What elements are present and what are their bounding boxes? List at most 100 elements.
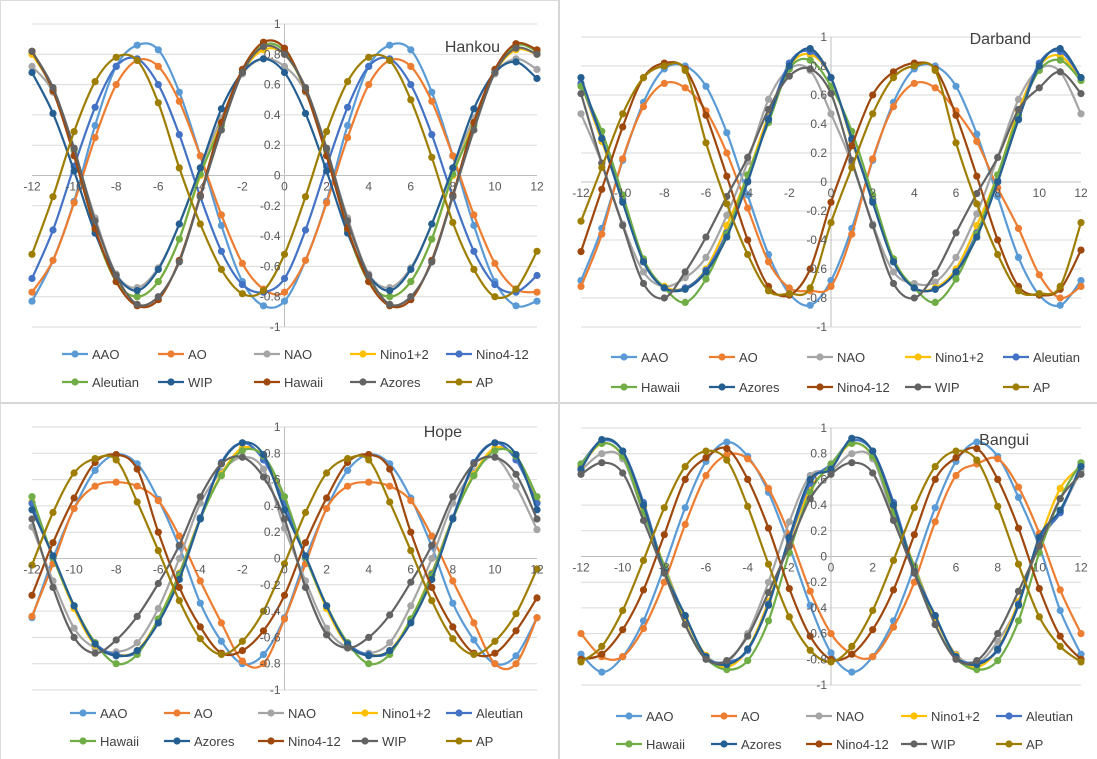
legend-label: Nino4-12 (837, 380, 890, 395)
data-point-ap (70, 469, 78, 477)
legend-label: WIP (931, 737, 956, 752)
data-point-nino4-12 (112, 62, 120, 70)
data-point-azores (491, 439, 499, 447)
data-point-nino4-12 (639, 586, 648, 594)
legend-marker (1005, 740, 1013, 748)
data-point-ap (744, 250, 752, 259)
data-point-ao (196, 152, 204, 160)
legend-entry-azores: Azores (350, 375, 421, 390)
data-point-ap (280, 560, 289, 568)
data-point-nao (952, 253, 960, 261)
data-point-wip (764, 105, 773, 114)
data-point-ao (785, 284, 793, 292)
data-point-azores (365, 652, 373, 660)
data-point-nino4-12 (238, 281, 246, 289)
x-tick-label: 4 (911, 186, 918, 200)
data-point-azores (889, 501, 898, 509)
data-point-wip (428, 541, 436, 549)
data-point-ap (598, 163, 606, 172)
data-point-nino4-12 (91, 103, 99, 111)
data-point-ao (428, 97, 436, 105)
data-point-nino4-12 (533, 271, 541, 280)
legend-label: Nino1+2 (935, 350, 984, 365)
data-point-aao (217, 221, 225, 230)
data-point-ap (323, 128, 331, 136)
legend-label: NAO (837, 350, 865, 365)
y-tick-label: -1 (270, 320, 281, 334)
data-point-ap (533, 565, 541, 573)
data-point-azores (952, 268, 960, 276)
legend-label: AO (739, 350, 758, 365)
data-point-aao (973, 438, 981, 446)
legend-label: Nino1+2 (931, 709, 980, 724)
data-point-wip (470, 460, 478, 468)
data-point-azores (301, 552, 310, 560)
chart-bangui: -12 -10 -8 -6 -4 -2 0 2 4 6 8 10 12-1-0.8-0.6-0.4-0.… (572, 421, 1088, 752)
data-point-ap (848, 163, 856, 172)
data-point-wip (28, 68, 36, 77)
y-tick-label: -0.6 (260, 259, 281, 273)
legend-marker (455, 709, 463, 717)
data-point-wip (952, 229, 960, 237)
data-point-ap (598, 642, 606, 650)
data-point-ao (723, 149, 731, 157)
data-point-azores (994, 178, 1002, 186)
data-point-nino4-12 (952, 111, 960, 119)
data-point-aao (91, 466, 99, 474)
data-point-wip (764, 588, 773, 597)
x-tick-label: 8 (994, 186, 1001, 200)
x-tick-label: -6 (153, 563, 164, 577)
legend-marker (625, 712, 633, 720)
data-point-ao (512, 660, 520, 668)
legend-entry-nino4-12: Nino4-12 (806, 737, 889, 752)
data-point-ao (491, 259, 499, 267)
data-point-ao (49, 256, 57, 264)
data-point-wip (639, 279, 648, 288)
x-tick-label: 10 (1033, 186, 1047, 200)
data-point-ao (1014, 224, 1023, 232)
data-point-ap (764, 287, 773, 295)
horizontal-divider (0, 402, 1097, 404)
data-point-aao (259, 302, 268, 310)
data-point-ap (1014, 287, 1023, 295)
data-point-nino4-12 (154, 528, 162, 536)
data-point-nao (994, 637, 1002, 645)
data-point-wip (973, 190, 981, 198)
data-point-ao (280, 615, 289, 623)
data-point-azores (1014, 601, 1023, 609)
data-point-wip (175, 541, 183, 549)
data-point-ap (259, 287, 268, 295)
data-point-azores (133, 647, 141, 655)
data-point-aao (280, 297, 289, 305)
data-point-azores (827, 74, 835, 82)
data-point-ap (512, 610, 520, 618)
data-point-wip (931, 621, 939, 629)
data-point-wip (827, 470, 835, 478)
data-point-ap (827, 219, 835, 227)
legend-marker (914, 353, 922, 361)
data-point-ao (196, 577, 204, 585)
data-point-aleutian (386, 293, 394, 301)
data-point-nino4-12 (973, 172, 981, 180)
data-point-ap (994, 502, 1002, 510)
legend-label: AAO (92, 347, 119, 362)
data-point-nino4-12 (723, 445, 731, 453)
legend-entry-ao: AO (164, 706, 213, 721)
data-point-nao (154, 604, 162, 613)
series-darband-azores (577, 45, 1085, 293)
legend-marker (620, 353, 628, 361)
chart-darband: -12 -10 -8 -6 -4 -2 0 2 4 6 8 10 12-1-0.8-0.6-0.4-0.… (572, 30, 1088, 395)
data-point-nino4-12 (365, 451, 373, 459)
data-point-azores (1035, 62, 1043, 70)
data-point-aao (386, 41, 394, 49)
y-tick-label: -0.2 (260, 199, 281, 213)
legend-label: Azores (741, 737, 782, 752)
data-point-ao (1056, 294, 1064, 302)
data-point-azores (49, 84, 57, 92)
data-point-nao (723, 211, 731, 219)
data-point-wip (994, 630, 1002, 638)
data-point-wip (660, 569, 668, 577)
data-point-ap (702, 139, 710, 147)
data-point-hawaii (470, 472, 478, 480)
legend-entry-aleutian: Aleutian (446, 706, 523, 721)
